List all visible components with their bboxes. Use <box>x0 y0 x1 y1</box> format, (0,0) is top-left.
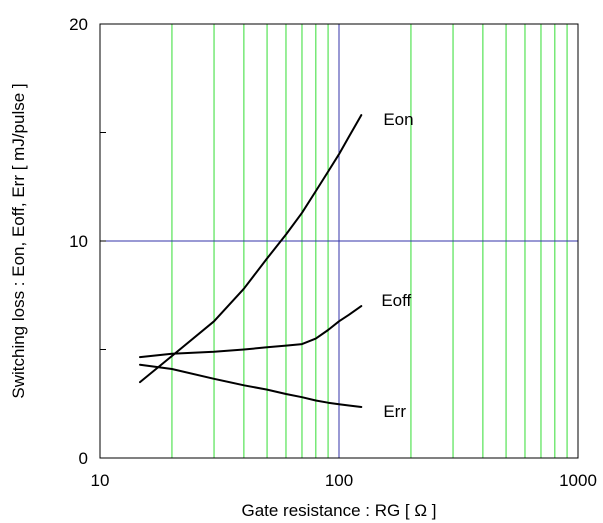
y-tick-label: 20 <box>69 15 88 34</box>
x-axis-label: Gate resistance : RG [ Ω ] <box>241 501 436 520</box>
series-lines <box>139 114 363 408</box>
x-tick-label: 1000 <box>559 471 597 490</box>
x-tick-label: 100 <box>325 471 353 490</box>
annotation-eoff: Eoff <box>381 291 411 310</box>
labels: Eon Eoff Err <box>381 110 413 421</box>
grid <box>100 24 578 458</box>
y-axis-label: Switching loss : Eon, Eoff, Err [ mJ/pul… <box>9 83 28 398</box>
annotation-err: Err <box>383 402 406 421</box>
y-tick-label: 0 <box>79 449 88 468</box>
annotation-eon: Eon <box>383 110 413 129</box>
x-tick-label: 10 <box>91 471 110 490</box>
series-line-eoff <box>139 305 363 359</box>
y-tick-label: 10 <box>69 232 88 251</box>
series-line-eon <box>139 114 363 384</box>
series-line-err <box>139 363 363 408</box>
